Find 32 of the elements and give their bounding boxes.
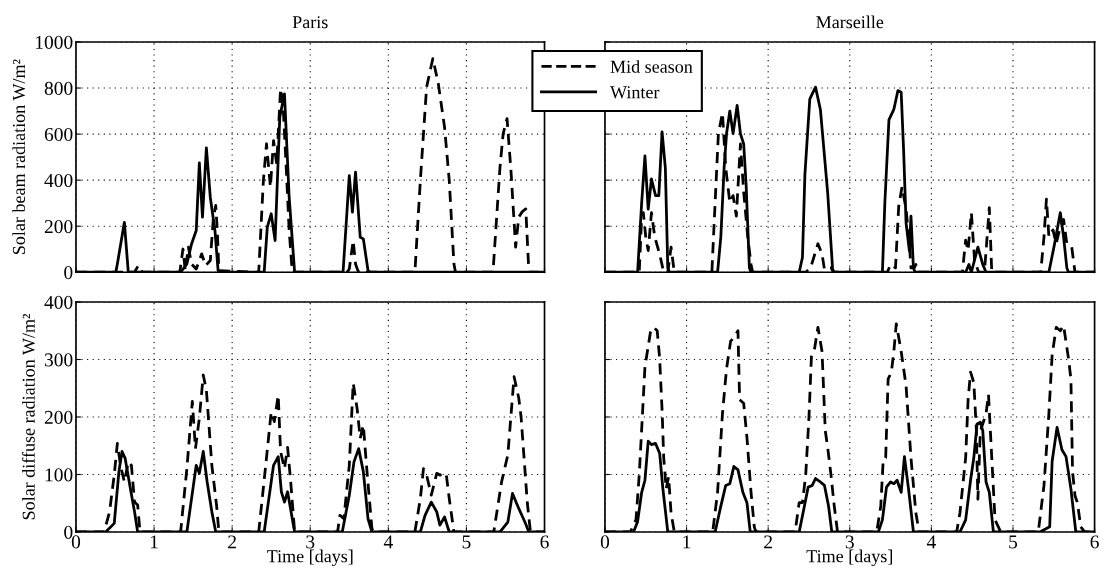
y-tick-label: 400 [44,295,73,309]
y-tick-label: 300 [44,353,73,367]
y-tick-label: 0 [64,525,73,539]
x-tick-label: 5 [1009,535,1018,549]
chart-title: Marseille [816,15,884,29]
y-tick-label: 200 [44,220,73,234]
y-tick-label: 600 [44,127,73,142]
x-tick-label: 3 [845,535,854,549]
x-tick-label: 5 [462,535,471,549]
y-tick-label: 400 [44,173,73,188]
legend-label: Mid season [610,60,693,73]
x-axis-title: Time [days] [267,549,353,567]
y-tick-label: 800 [44,81,73,95]
x-tick-label: 4 [926,535,936,549]
y-tick-label: 0 [64,266,73,280]
x-tick-label: 2 [764,535,772,549]
y-tick-label: 100 [45,468,73,482]
legend-label: Winter [610,86,660,99]
x-tick-label: 6 [540,535,549,549]
x-tick-label: 6 [1090,535,1099,549]
y-axis-title: Solar diffuse radiation W/m² [21,313,35,520]
y-axis-title: Solar beam radiation W/m² [12,59,26,254]
x-tick-label: 3 [306,535,315,549]
x-axis-title: Time [days] [806,549,892,567]
y-tick-label: 1000 [36,35,73,49]
y-tick-label: 200 [44,410,73,424]
x-tick-label: 1 [683,535,691,549]
x-tick-label: 2 [228,535,236,549]
x-tick-label: 1 [150,535,158,549]
x-tick-label: 0 [600,535,610,549]
x-tick-label: 4 [383,535,393,549]
chart-title: Paris [292,16,328,29]
